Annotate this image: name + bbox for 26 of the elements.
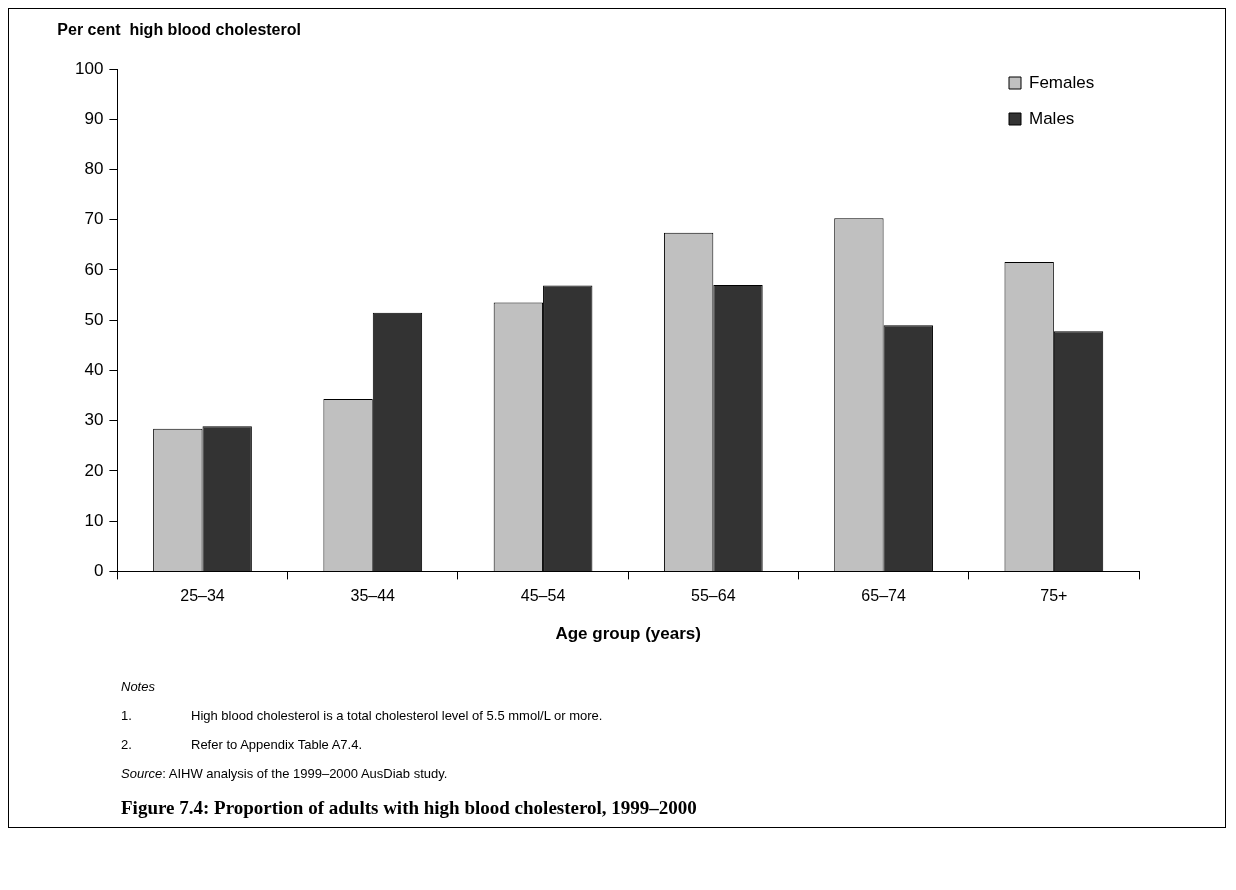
y-axis-title: Per cent high blood cholesterol [57, 21, 301, 39]
y-tick-label: 60 [84, 259, 104, 279]
x-tick-label: 35–44 [350, 587, 396, 605]
y-tick-label: 30 [84, 410, 104, 430]
text: Figure 7.4: Proportion of adults with high blood cholesterol, 1999–2000 [121, 796, 698, 820]
y-tick-label: 70 [84, 209, 104, 229]
y-tick-label: 80 [84, 159, 104, 179]
text: Notes [121, 679, 156, 694]
y-tick-label: 40 [84, 360, 104, 380]
legend-label: Males [1029, 108, 1075, 128]
x-axis-title: Age group (years) [555, 624, 701, 644]
text: 1. High blood cholesterol is a total cholesterol level of 5.5 mmol/L or more. [121, 708, 603, 723]
x-tick-label: 55–64 [691, 587, 736, 605]
y-tick-label: 90 [84, 108, 104, 128]
y-tick-label: 50 [84, 309, 104, 329]
x-tick-label: 65–74 [861, 587, 906, 605]
y-tick-label: 10 [84, 510, 104, 530]
text: 2. Refer to Appendix Table A7.4. [121, 737, 363, 752]
y-tick-label: 0 [93, 561, 104, 581]
x-tick-label: 25–34 [180, 587, 225, 605]
source-note: Source: AIHW analysis of the 1999–2000 AusDiab study. [121, 766, 449, 781]
y-tick-label: 100 [74, 58, 104, 78]
x-tick-label: 45–54 [520, 587, 566, 605]
x-tick-label: 75+ [1040, 587, 1068, 605]
y-tick-label: 20 [84, 460, 104, 480]
legend-label: Females [1029, 72, 1095, 92]
